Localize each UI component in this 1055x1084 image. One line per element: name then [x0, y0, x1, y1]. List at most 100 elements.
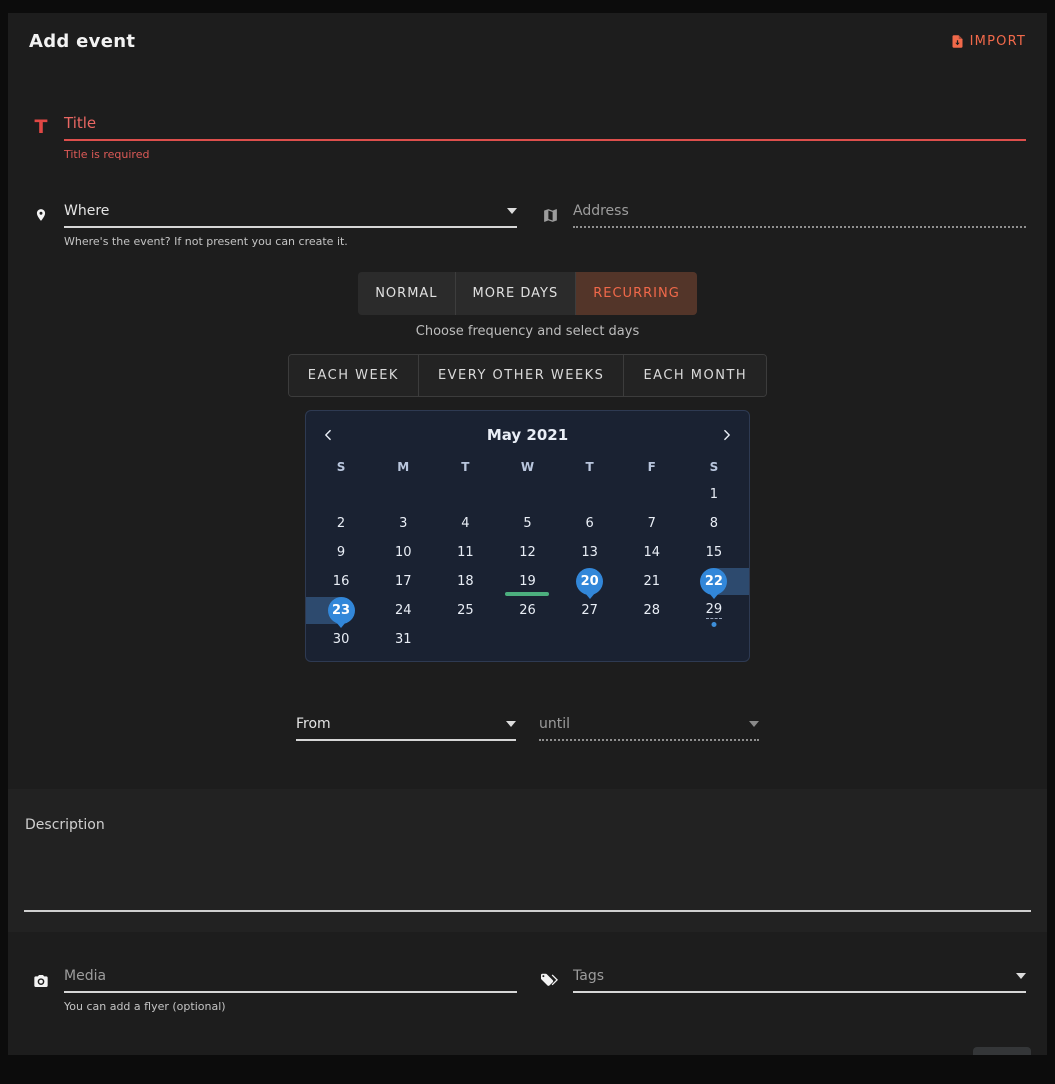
- calendar-day-27[interactable]: 27: [559, 596, 621, 625]
- calendar-day-20[interactable]: 20: [559, 567, 621, 596]
- calendar-day-29[interactable]: 29: [683, 596, 745, 625]
- calendar-day-number: 20: [576, 568, 604, 595]
- calendar-day-number: 3: [399, 516, 408, 531]
- frequency-button-group: EACH WEEK EVERY OTHER WEEKS EACH MONTH: [287, 354, 768, 397]
- media-field-block: Media You can add a flyer (optional): [29, 968, 517, 1013]
- calendar-day-empty: [372, 480, 434, 509]
- calendar-day-17[interactable]: 17: [372, 567, 434, 596]
- calendar-day-4[interactable]: 4: [434, 509, 496, 538]
- calendar-day-12[interactable]: 12: [496, 538, 558, 567]
- calendar-grid: 1 2 3 4 5 6 7 8 9 10 11 12 13 14 15 16 17 18 19 20 21 22 23 24 2…: [305, 480, 750, 654]
- where-label: Where: [64, 203, 110, 219]
- calendar-day-30[interactable]: 30: [310, 625, 372, 654]
- calendar-day-8[interactable]: 8: [683, 509, 745, 538]
- from-time-select[interactable]: From: [296, 716, 516, 741]
- calendar-day-9[interactable]: 9: [310, 538, 372, 567]
- calendar-day-31[interactable]: 31: [372, 625, 434, 654]
- title-input[interactable]: Title: [64, 114, 1026, 141]
- calendar-day-number: 29: [705, 602, 723, 619]
- calendar-day-22[interactable]: 22: [683, 567, 750, 596]
- dialog-header: Add event IMPORT: [8, 13, 1047, 52]
- calendar-day-25[interactable]: 25: [434, 596, 496, 625]
- calendar-weekday-label: T: [461, 459, 470, 474]
- import-label: IMPORT: [969, 34, 1026, 49]
- import-button[interactable]: IMPORT: [950, 33, 1026, 50]
- where-select[interactable]: Where: [64, 203, 517, 228]
- calendar-day-15[interactable]: 15: [683, 538, 745, 567]
- each-week-button[interactable]: EACH WEEK: [288, 355, 419, 396]
- calendar-day-number: 18: [457, 574, 474, 589]
- calendar-day-10[interactable]: 10: [372, 538, 434, 567]
- until-time-select[interactable]: until: [539, 716, 759, 741]
- calendar-day-number: 27: [581, 603, 598, 618]
- calendar-day-28[interactable]: 28: [621, 596, 683, 625]
- calendar-day-7[interactable]: 7: [621, 509, 683, 538]
- calendar-day-21[interactable]: 21: [621, 567, 683, 596]
- calendar-weekday-label: S: [336, 459, 346, 474]
- calendar-day-6[interactable]: 6: [559, 509, 621, 538]
- calendar-day-13[interactable]: 13: [559, 538, 621, 567]
- send-button[interactable]: SEND: [973, 1047, 1031, 1055]
- tab-recurring[interactable]: RECURRING: [576, 272, 697, 315]
- calendar-prev-month-button[interactable]: [322, 428, 335, 442]
- calendar-day-number: 13: [581, 545, 598, 560]
- where-helper-text: Where's the event? If not present you ca…: [64, 235, 348, 248]
- calendar-day-number: 31: [394, 632, 412, 647]
- tags-field-block: Tags: [538, 968, 1026, 1013]
- address-field-block: Address: [538, 203, 1026, 248]
- chevron-down-icon: [1016, 973, 1026, 979]
- file-import-icon: [950, 33, 965, 50]
- calendar-next-month-button[interactable]: [720, 428, 733, 442]
- calendar-day-number: 2: [336, 516, 346, 531]
- each-month-button[interactable]: EACH MONTH: [624, 355, 767, 396]
- every-other-weeks-button[interactable]: EVERY OTHER WEEKS: [418, 355, 625, 396]
- calendar-day-16[interactable]: 16: [310, 567, 372, 596]
- calendar-day-number: 22: [700, 568, 728, 595]
- tab-normal[interactable]: NORMAL: [358, 272, 456, 315]
- calendar-day-number: 28: [643, 603, 661, 618]
- calendar-day-1[interactable]: 1: [683, 480, 745, 509]
- calendar-day-23[interactable]: 23: [305, 596, 372, 625]
- calendar-day-number: 14: [643, 545, 661, 560]
- description-underline: [24, 910, 1031, 912]
- calendar-day-number: 24: [394, 603, 412, 618]
- calendar-month-title: May 2021: [486, 426, 569, 444]
- calendar-day-empty: [621, 625, 683, 654]
- event-type-tabs: NORMAL MORE DAYS RECURRING: [358, 272, 697, 315]
- title-error-text: Title is required: [64, 148, 150, 161]
- description-textarea[interactable]: Description: [8, 789, 1047, 932]
- calendar-day-3[interactable]: 3: [372, 509, 434, 538]
- calendar-day-number: 6: [585, 516, 594, 531]
- calendar-day-number: 11: [457, 545, 474, 560]
- calendar-day-number: 21: [643, 574, 661, 589]
- address-input[interactable]: Address: [573, 203, 1026, 228]
- title-placeholder: Title: [64, 114, 97, 132]
- calendar-weekday-label: W: [520, 459, 535, 474]
- calendar-day-number: 15: [705, 545, 723, 560]
- calendar-day-19[interactable]: 19: [496, 567, 558, 596]
- page-title: Add event: [29, 31, 136, 52]
- calendar-day-empty: [621, 480, 683, 509]
- calendar-weekday-label: F: [647, 459, 656, 474]
- calendar-day-number: 9: [336, 545, 346, 560]
- calendar-day-11[interactable]: 11: [434, 538, 496, 567]
- calendar-day-number: 26: [519, 603, 536, 618]
- media-input[interactable]: Media: [64, 968, 517, 993]
- media-helper-text: You can add a flyer (optional): [64, 1000, 226, 1013]
- calendar-day-number: 23: [327, 597, 355, 624]
- calendar-day-14[interactable]: 14: [621, 538, 683, 567]
- calendar-day-5[interactable]: 5: [496, 509, 558, 538]
- calendar-day-2[interactable]: 2: [310, 509, 372, 538]
- frequency-caption: Choose frequency and select days: [415, 324, 640, 339]
- calendar-day-empty: [434, 480, 496, 509]
- chevron-down-icon: [507, 208, 517, 214]
- calendar-day-number: 10: [394, 545, 412, 560]
- calendar-day-18[interactable]: 18: [434, 567, 496, 596]
- calendar-day-number: 25: [457, 603, 474, 618]
- calendar-day-24[interactable]: 24: [372, 596, 434, 625]
- tab-more-days[interactable]: MORE DAYS: [455, 272, 577, 315]
- calendar-day-empty: [434, 625, 496, 654]
- calendar-day-26[interactable]: 26: [496, 596, 558, 625]
- tags-select[interactable]: Tags: [573, 968, 1026, 993]
- calendar-day-number: 19: [519, 574, 536, 589]
